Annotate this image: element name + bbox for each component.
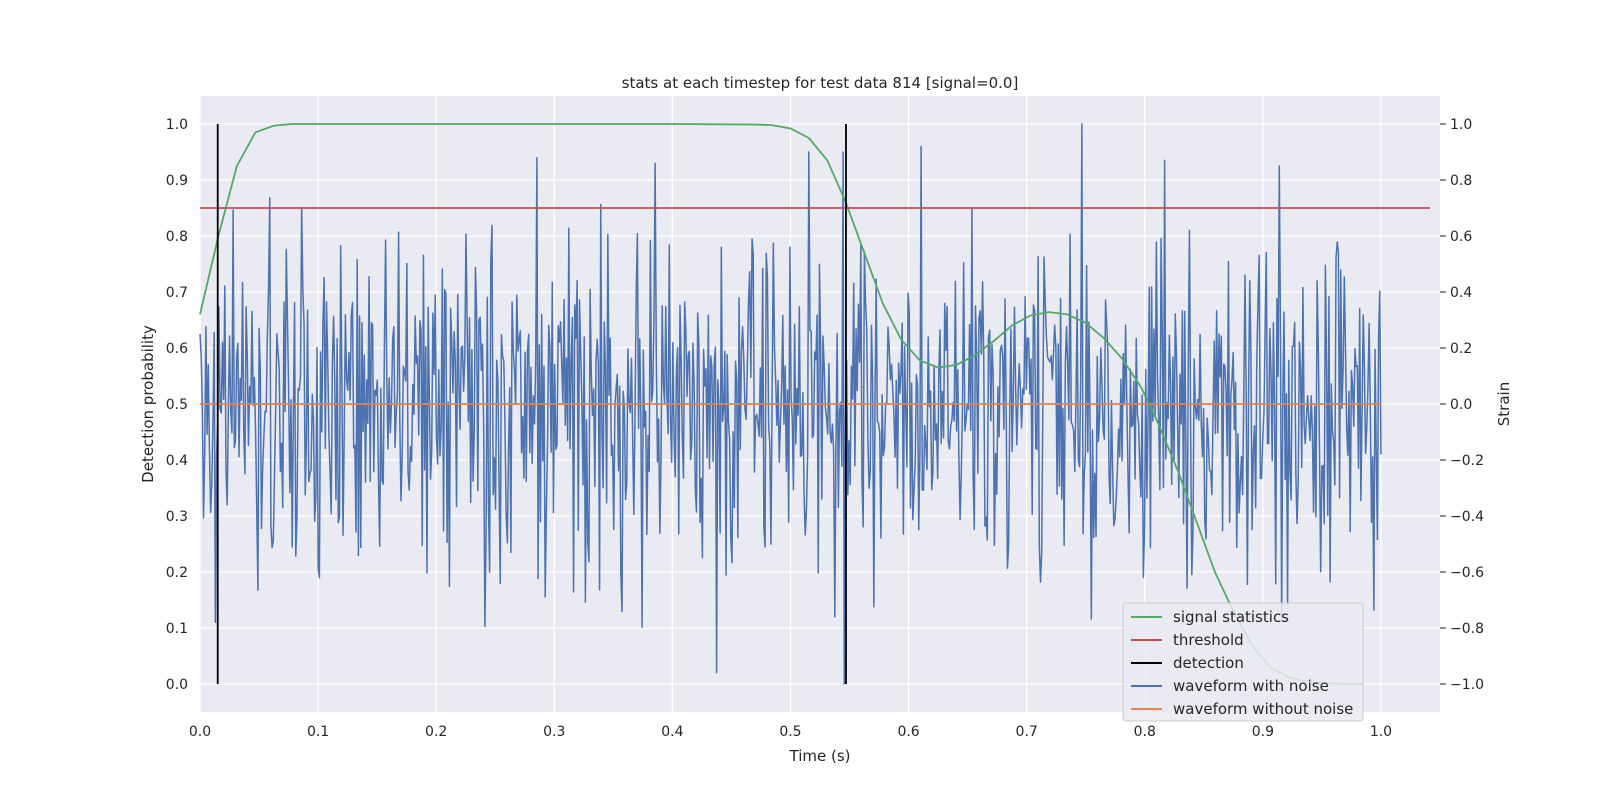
legend-label: waveform with noise <box>1173 677 1329 695</box>
y-tick-label-right: 0.8 <box>1450 173 1472 189</box>
y-tick-label-right: 0.2 <box>1450 341 1472 357</box>
legend: signal statistics threshold detection wavef… <box>1122 602 1364 722</box>
y-tick-label-left: 0.4 <box>166 453 188 469</box>
y-tick-label-left: 1.0 <box>166 117 188 133</box>
y-tick-label-right: −0.8 <box>1450 621 1484 637</box>
y-tick-label-left: 0.2 <box>166 565 188 581</box>
x-tick-label: 1.0 <box>1370 724 1392 740</box>
y-tick-label-left: 0.7 <box>166 285 188 301</box>
y-tick-label-right: 0.0 <box>1450 397 1472 413</box>
x-tick-label: 0.6 <box>897 724 919 740</box>
y-tick-label-left: 0.9 <box>166 173 188 189</box>
legend-box <box>1122 602 1364 722</box>
legend-label: waveform without noise <box>1173 700 1353 718</box>
legend-label: signal statistics <box>1173 608 1289 626</box>
chart-title: stats at each timestep for test data 814… <box>622 74 1019 92</box>
y-tick-label-right: 1.0 <box>1450 117 1472 133</box>
legend-label: threshold <box>1173 631 1244 649</box>
y-tick-label-left: 0.8 <box>166 229 188 245</box>
y-tick-label-right: 0.4 <box>1450 285 1472 301</box>
y-tick-label-right: −0.6 <box>1450 565 1484 581</box>
x-tick-label: 0.3 <box>543 724 565 740</box>
y-axis-label-right: Strain <box>1495 382 1513 426</box>
y-tick-label-right: −0.2 <box>1450 453 1484 469</box>
y-tick-label-left: 0.1 <box>166 621 188 637</box>
x-tick-label: 0.4 <box>661 724 683 740</box>
x-tick-label: 0.2 <box>425 724 447 740</box>
y-tick-label-right: −0.4 <box>1450 509 1484 525</box>
y-tick-label-right: −1.0 <box>1450 677 1484 693</box>
legend-label: detection <box>1173 654 1244 672</box>
y-tick-label-left: 0.0 <box>166 677 188 693</box>
y-tick-label-left: 0.3 <box>166 509 188 525</box>
y-tick-label-left: 0.6 <box>166 341 188 357</box>
series-layer <box>199 123 1430 685</box>
y-tick-label-left: 0.5 <box>166 397 188 413</box>
y-axis-label-left: Detection probability <box>139 325 157 483</box>
x-tick-label: 0.9 <box>1252 724 1274 740</box>
y-tick-label-right: 0.6 <box>1450 229 1472 245</box>
x-tick-label: 0.0 <box>189 724 211 740</box>
series-waveform-with-noise <box>199 123 1382 685</box>
x-tick-label: 0.5 <box>779 724 801 740</box>
x-tick-label: 0.7 <box>1016 724 1038 740</box>
tick-layer: 0.0 0.1 0.2 0.3 0.4 0.5 0.6 0.7 0.8 0.9 1.0 0.0 0.1 0… <box>166 117 1484 740</box>
x-tick-label: 0.1 <box>307 724 329 740</box>
x-axis-label: Time (s) <box>789 747 851 765</box>
x-tick-label: 0.8 <box>1134 724 1156 740</box>
